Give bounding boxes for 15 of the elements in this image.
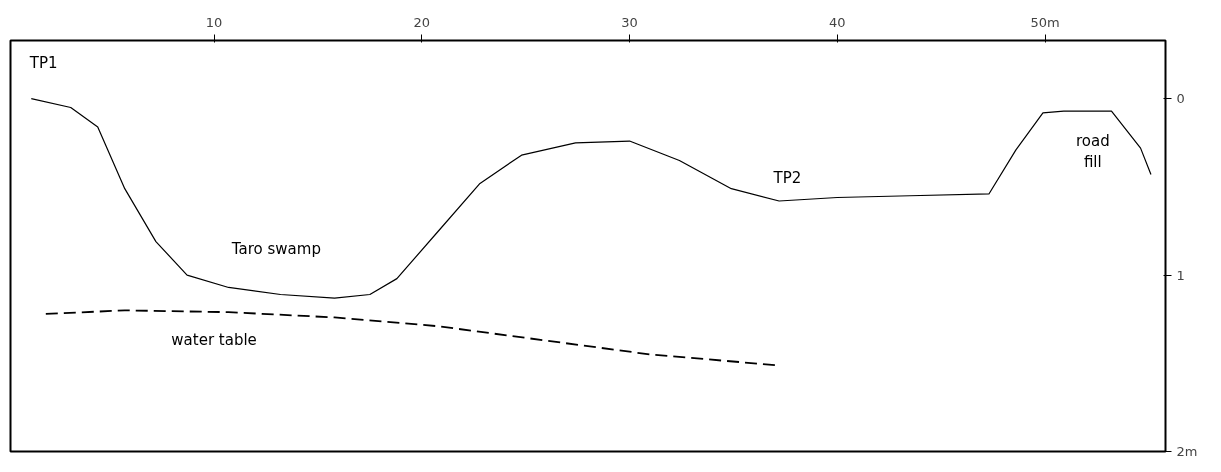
annotation: water table [171,331,257,350]
y-tick-label: 2m [1176,444,1198,459]
x-tick-label: 20 [413,14,431,30]
annotation: TP1 [28,54,58,73]
x-tick-label: 10 [205,14,223,30]
annotation: TP2 [772,169,802,188]
line-series [44,309,776,366]
x-tick-label: 30 [621,14,638,30]
annotation: Taro swamp [230,239,321,258]
x-tick-label: 40 [829,14,846,30]
x-tick-label: 50m [1030,14,1060,30]
y-tick-label: 1 [1176,267,1185,283]
y-tick-label: 0 [1176,91,1185,107]
line-series [30,98,1152,299]
annotation: road fill [1075,131,1110,172]
